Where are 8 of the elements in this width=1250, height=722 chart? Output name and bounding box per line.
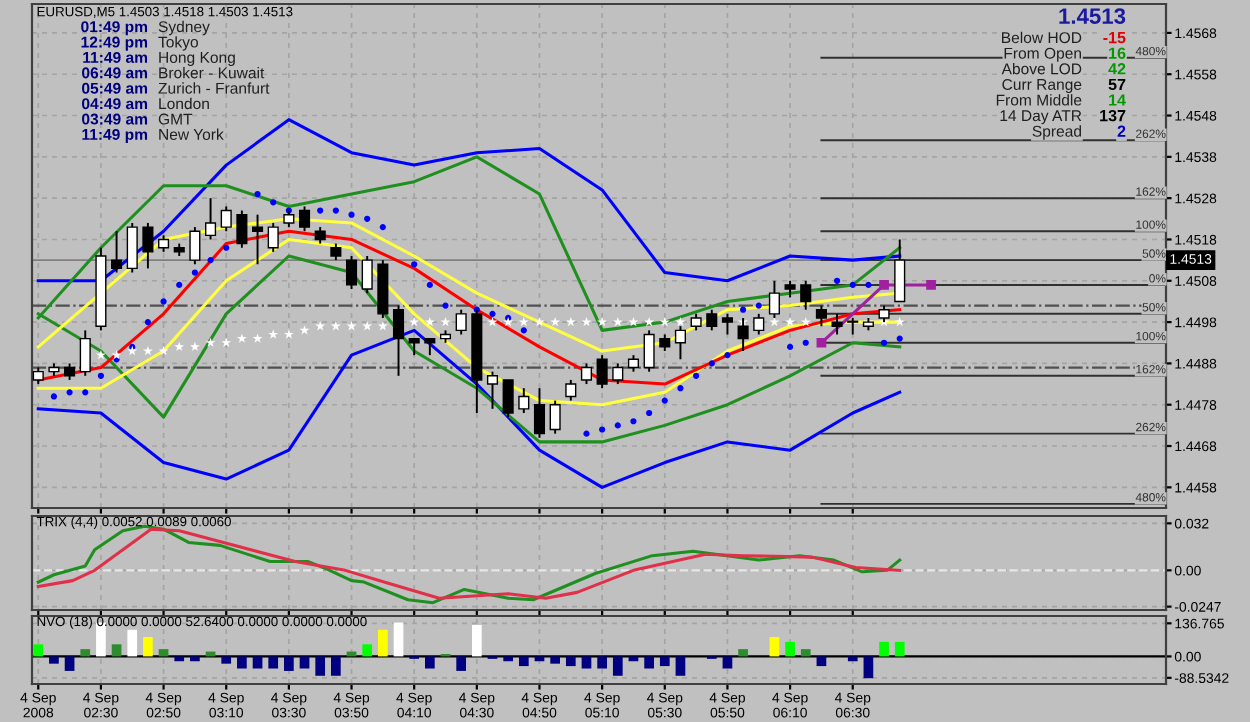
annotation: 2: [1117, 125, 1126, 137]
annotation: 57: [1108, 78, 1126, 91]
annotation: 42: [1108, 63, 1126, 75]
annotation: -15: [1103, 32, 1126, 44]
annotation: 16: [1109, 47, 1126, 59]
annotation: 1.4513: [1059, 8, 1126, 24]
annotation: 14: [1109, 94, 1126, 106]
annotation: 137: [1100, 109, 1126, 122]
